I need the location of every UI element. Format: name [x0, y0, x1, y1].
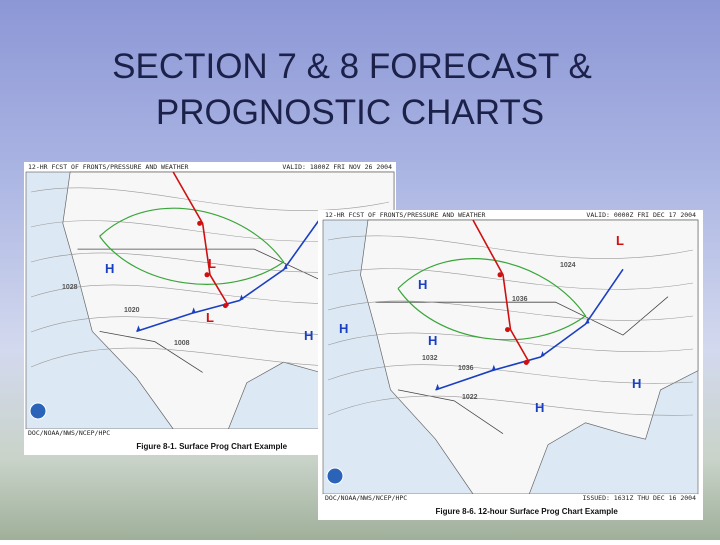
border [99, 330, 203, 373]
front-symbol [497, 272, 503, 278]
front-symbol [435, 383, 440, 390]
figure-caption: Figure 8-6. 12-hour Surface Prog Chart E… [436, 507, 619, 516]
figure-caption: Figure 8-1. Surface Prog Chart Example [136, 442, 287, 451]
chart-footer: DOC/NOAA/NWS/NCEP/HPC [325, 494, 407, 502]
map-label: 1024 [560, 262, 576, 269]
land [360, 219, 699, 495]
chart-header: VALID: 1800Z FRI NOV 26 2004 [282, 163, 392, 171]
front-symbol [136, 325, 141, 332]
map-label: 1036 [512, 296, 528, 303]
map-label: H [428, 333, 437, 348]
slide-title: PROGNOSTIC CHARTS [156, 93, 544, 132]
map-label: 1028 [62, 284, 78, 291]
map-label: L [206, 310, 214, 325]
figure: H H H H H L 1036 1032 1036 1022 1024 12-HR FCST OF … [318, 210, 703, 520]
map-label: H [304, 328, 313, 343]
warm-front [172, 171, 230, 307]
border [397, 389, 504, 435]
front-symbol [585, 318, 590, 325]
precip-area [99, 207, 285, 285]
front-symbol [222, 303, 228, 309]
map-label: H [339, 321, 348, 336]
front-symbol [204, 272, 210, 278]
isobar [327, 235, 694, 259]
map-label: H [535, 400, 544, 415]
noaa-logo [29, 402, 47, 420]
isobar [30, 187, 390, 211]
front-symbol [523, 359, 529, 365]
slide-title: SECTION 7 & 8 FORECAST & [112, 47, 592, 86]
map-label: 1036 [458, 365, 474, 372]
front-symbol [197, 220, 203, 226]
front-symbol [191, 307, 196, 314]
chart-footer: DOC/NOAA/NWS/NCEP/HPC [28, 429, 110, 437]
chart-footer: ISSUED: 1631Z THU DEC 16 2004 [583, 494, 697, 502]
isobar [327, 395, 694, 416]
noaa-logo [326, 467, 344, 485]
front-symbol [239, 294, 244, 301]
front-symbol [505, 327, 510, 333]
chart-header: 12-HR FCST OF FRONTS/PRESSURE AND WEATHE… [325, 211, 486, 219]
map-label: H [418, 277, 427, 292]
isobar [327, 300, 694, 321]
map-label: 1022 [462, 394, 478, 401]
front-symbol [283, 263, 288, 270]
map-label: L [616, 233, 624, 248]
front-symbol [491, 364, 496, 371]
footer-strip [323, 494, 698, 502]
chart-header: VALID: 0000Z FRI DEC 17 2004 [586, 211, 696, 219]
map-label: H [105, 261, 114, 276]
front-symbol [540, 351, 545, 357]
map-label: L [208, 256, 216, 271]
isobar [327, 268, 694, 290]
map-label: 1032 [422, 355, 438, 362]
chart-header: 12-HR FCST OF FRONTS/PRESSURE AND WEATHE… [28, 163, 189, 171]
footer-strip [26, 429, 394, 437]
precip-area [397, 258, 587, 341]
warm-front [472, 219, 530, 363]
map-label: H [632, 376, 641, 391]
map-label: 1020 [124, 307, 140, 314]
map-label: 1008 [174, 340, 190, 347]
